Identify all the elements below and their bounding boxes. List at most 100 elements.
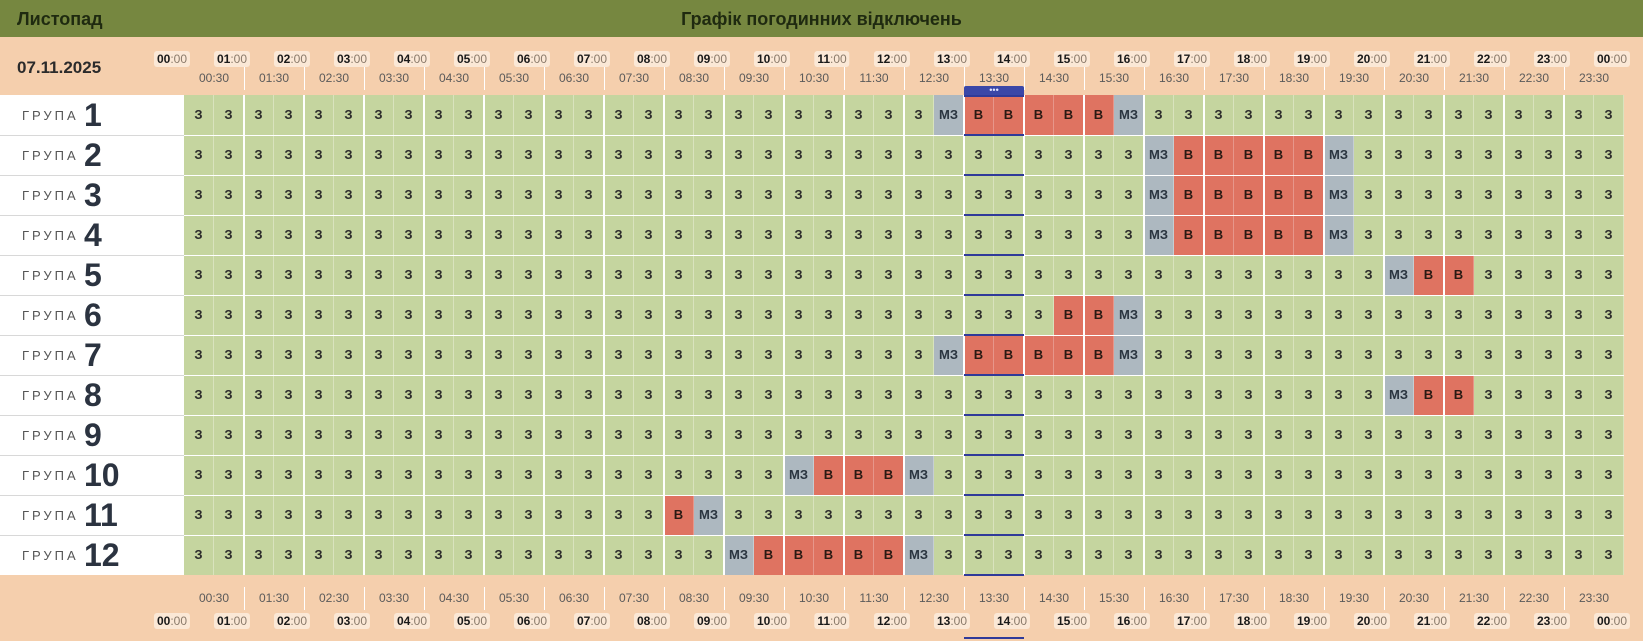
slot-cell: З — [1174, 255, 1204, 295]
hour-label-bottom-19: 19:00 — [1293, 613, 1331, 629]
slot-cell: З — [214, 535, 244, 575]
slot-cell: З — [184, 335, 214, 375]
slot-cell: З — [1534, 455, 1564, 495]
slot-cell: З — [184, 215, 214, 255]
slot-cell: З — [454, 535, 484, 575]
slot-cell: З — [574, 375, 604, 415]
slot-cell: З — [724, 255, 754, 295]
slot-cell: З — [334, 215, 364, 255]
slot-cell: З — [664, 535, 694, 575]
group-word: ГРУПА — [22, 548, 79, 563]
hour-label-bottom-4: 04:00 — [393, 613, 431, 629]
group-label-1: ГРУПА 1 — [0, 95, 184, 135]
group-label-7: ГРУПА 7 — [0, 335, 184, 375]
half-hour-separator — [844, 67, 845, 90]
slot-cell: З — [394, 415, 424, 455]
current-hour-marker-line — [964, 95, 1024, 97]
slot-cell: З — [424, 495, 454, 535]
half-hour-separator — [424, 67, 425, 90]
slot-cell: З — [844, 175, 874, 215]
half-hour-separator — [844, 587, 845, 610]
slot-cell: З — [574, 175, 604, 215]
slot-cell: З — [934, 415, 964, 455]
half-hour-label-top-21: 21:30 — [1458, 71, 1490, 85]
slot-cell: З — [214, 335, 244, 375]
half-hour-label-bottom-2: 02:30 — [318, 591, 350, 605]
half-hour-label-bottom-14: 14:30 — [1038, 591, 1070, 605]
hour-label-top-16: 16:00 — [1113, 51, 1151, 67]
group-label-separator — [0, 415, 184, 416]
slot-cell: З — [1264, 455, 1294, 495]
slot-cell: З — [754, 335, 784, 375]
slot-cell: З — [1414, 495, 1444, 535]
slot-cell: З — [634, 415, 664, 455]
slot-cell: З — [904, 375, 934, 415]
slot-cell: З — [1294, 375, 1324, 415]
slot-cell: З — [1414, 535, 1444, 575]
slot-cell: З — [1084, 375, 1114, 415]
slot-cell: З — [604, 215, 634, 255]
slot-cell: З — [754, 415, 784, 455]
half-hour-separator — [484, 587, 485, 610]
slot-cell: З — [694, 135, 724, 175]
slot-cell: З — [814, 415, 844, 455]
slot-cell: З — [334, 455, 364, 495]
slot-cell: З — [1204, 95, 1234, 135]
slot-cell: З — [1564, 535, 1594, 575]
slot-cell: З — [1504, 535, 1534, 575]
slot-cell: З — [1384, 415, 1414, 455]
slot-cell: З — [1084, 535, 1114, 575]
slot-cell: З — [484, 95, 514, 135]
slot-cell: З — [934, 455, 964, 495]
slot-cell: З — [634, 375, 664, 415]
half-hour-separator — [1504, 587, 1505, 610]
slot-cell: МЗ — [1324, 135, 1354, 175]
slot-cell: З — [544, 495, 574, 535]
slot-cell: З — [364, 95, 394, 135]
slot-cell: З — [1114, 215, 1144, 255]
slot-cell: З — [844, 495, 874, 535]
slot-cell: З — [664, 135, 694, 175]
half-hour-label-top-4: 04:30 — [438, 71, 470, 85]
slot-cell: З — [604, 375, 634, 415]
slot-cell: В — [1444, 255, 1474, 295]
slot-cell: З — [1234, 375, 1264, 415]
current-hour-marker-line — [964, 334, 1024, 336]
slot-cell: З — [1534, 375, 1564, 415]
slot-cell: З — [214, 215, 244, 255]
slot-cell: З — [514, 215, 544, 255]
slot-cell: З — [1474, 135, 1504, 175]
slot-cell: З — [544, 455, 574, 495]
hour-label-bottom-21: 21:00 — [1413, 613, 1451, 629]
current-hour-marker-line — [964, 534, 1024, 536]
slot-cell: З — [454, 295, 484, 335]
hour-gridline — [303, 95, 305, 575]
hour-label-bottom-18: 18:00 — [1233, 613, 1271, 629]
slot-cell: З — [1024, 455, 1054, 495]
slot-cell: В — [1264, 135, 1294, 175]
slot-cell: З — [364, 215, 394, 255]
slot-cell: З — [274, 255, 304, 295]
slot-cell: З — [214, 135, 244, 175]
hour-label-bottom-13: 13:00 — [933, 613, 971, 629]
slot-cell: З — [1504, 175, 1534, 215]
slot-cell: З — [724, 455, 754, 495]
slot-cell: З — [1414, 295, 1444, 335]
hour-label-bottom-0: 00:00 — [153, 613, 191, 629]
slot-cell: З — [1594, 455, 1624, 495]
half-hour-separator — [244, 67, 245, 90]
slot-cell: З — [544, 375, 574, 415]
hour-label-top-3: 03:00 — [333, 51, 371, 67]
slot-cell: З — [1114, 375, 1144, 415]
slot-cell: З — [1264, 415, 1294, 455]
slot-cell: З — [424, 95, 454, 135]
slot-cell: З — [1294, 255, 1324, 295]
slot-cell: З — [1324, 415, 1354, 455]
slot-cell: З — [424, 455, 454, 495]
slot-cell: В — [1264, 175, 1294, 215]
slot-cell: З — [1384, 295, 1414, 335]
group-labels: ГРУПА 1 ГРУПА 2 ГРУПА 3 ГРУПА 4 ГРУПА 5 ГРУПА 6 ГРУП… — [0, 95, 184, 575]
slot-cell: З — [454, 375, 484, 415]
hour-label-top-18: 18:00 — [1233, 51, 1271, 67]
slot-cell: З — [604, 175, 634, 215]
